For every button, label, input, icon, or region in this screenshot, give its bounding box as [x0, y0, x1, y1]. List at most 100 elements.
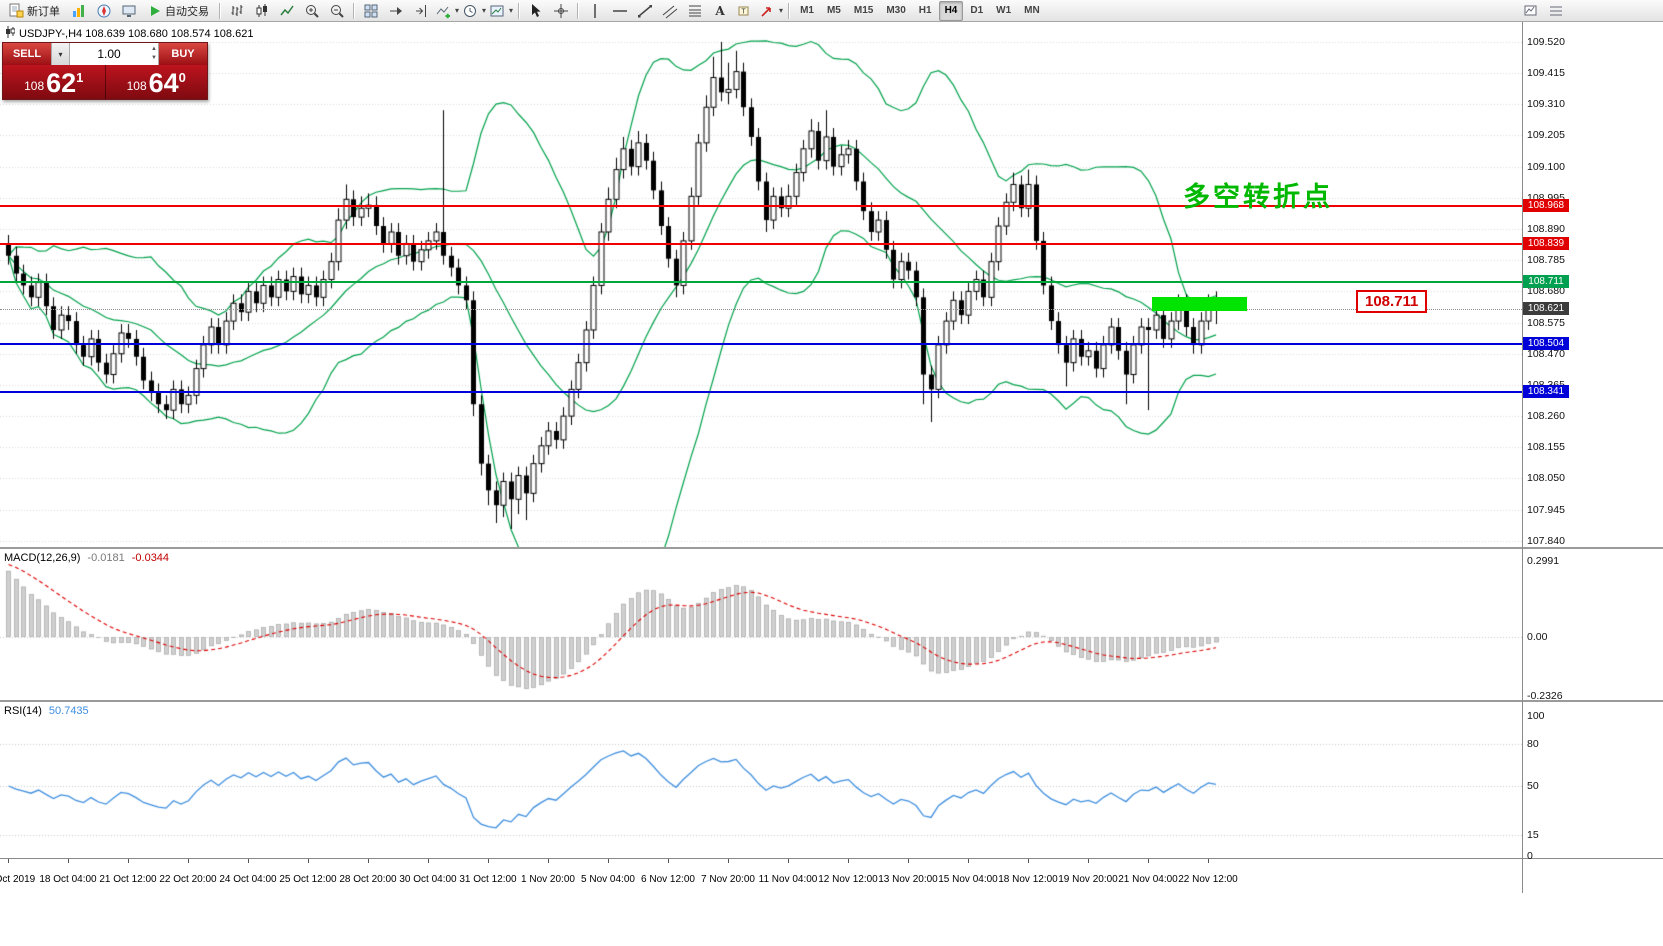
price-line-108-711[interactable]: [0, 281, 1522, 283]
macd-main-value: -0.0181: [87, 552, 125, 564]
sell-price-button[interactable]: 108 62 1: [3, 65, 106, 99]
price-chart-canvas[interactable]: [0, 22, 1522, 547]
timeframe-m5-button[interactable]: M5: [826, 5, 841, 16]
timeframe-d1-button[interactable]: D1: [970, 5, 984, 16]
time-tick: [968, 859, 969, 863]
candlestick-chart-icon[interactable]: [250, 0, 274, 22]
price-line-108-839[interactable]: [0, 243, 1522, 245]
periods-icon[interactable]: ▾: [461, 0, 487, 22]
price-axis-label: 109.310: [1527, 98, 1565, 110]
autotrading-button-label: 自动交易: [165, 5, 209, 18]
time-tick: [68, 859, 69, 863]
trade-prices-row: 108 62 1 108 64 0: [3, 65, 207, 99]
timeframe-m15-button[interactable]: M15: [853, 5, 874, 16]
volume-field: ▲ ▼: [70, 43, 159, 65]
label-icon[interactable]: T: [733, 0, 757, 22]
time-tick: [788, 859, 789, 863]
timeframe-m1-button[interactable]: M1: [800, 5, 814, 16]
bars-glyph: [229, 3, 245, 19]
rsi-canvas[interactable]: [0, 702, 1522, 858]
vertical-line-icon[interactable]: [583, 0, 607, 22]
toolbar-separator: [788, 2, 791, 19]
chart-list-icon[interactable]: [1544, 0, 1568, 22]
time-axis-label: 19 Nov 20:00: [1058, 874, 1118, 885]
trendline-icon[interactable]: [633, 0, 657, 22]
price-axis-label: 108.890: [1527, 223, 1565, 235]
symbol-ohlc-text: USDJPY-,H4 108.639 108.680 108.574 108.6…: [19, 27, 254, 40]
crosshair-icon[interactable]: [549, 0, 573, 22]
timeframe-h1-button[interactable]: H1: [918, 5, 932, 16]
rsi-label: RSI(14) 50.7435: [4, 705, 89, 717]
buy-price-button[interactable]: 108 64 0: [106, 65, 208, 99]
price-axis-label: 109.100: [1527, 161, 1565, 173]
text-icon[interactable]: A: [708, 0, 732, 22]
arrows-icon[interactable]: ▾: [758, 0, 784, 22]
chart-annotation-text[interactable]: 多空转折点: [1183, 182, 1333, 212]
indicators-icon[interactable]: ▾: [434, 0, 460, 22]
price-line-108-621[interactable]: [0, 309, 1522, 310]
volume-steppers: ▲ ▼: [151, 45, 157, 63]
macd-canvas[interactable]: [0, 549, 1522, 700]
navigator-icon[interactable]: [92, 0, 116, 22]
macd-axis-label: 0.00: [1527, 631, 1548, 643]
channel-glyph: [662, 3, 678, 19]
rsi-axis-label: 50: [1527, 780, 1539, 792]
rsi-panel: RSI(14) 50.7435 100 80 50 15 0: [0, 702, 1663, 862]
toolbar-separator: [353, 2, 355, 19]
horizontal-line-icon[interactable]: [608, 0, 632, 22]
new-chart-glyph: [1523, 3, 1539, 19]
timeframe-w1-button[interactable]: W1: [996, 5, 1012, 16]
timeframe-m30-button[interactable]: M30: [886, 5, 906, 16]
market-watch-glyph: [71, 3, 87, 19]
zoom-in-icon[interactable]: [300, 0, 324, 22]
time-axis-label: 11 Nov 04:00: [758, 874, 818, 885]
candles-glyph: [254, 3, 270, 19]
auto-scroll-icon[interactable]: [384, 0, 408, 22]
sell-button[interactable]: SELL: [3, 43, 51, 65]
highlight-rectangle[interactable]: [1152, 297, 1247, 311]
cursor-icon[interactable]: [524, 0, 548, 22]
price-axis-label: 108.050: [1527, 472, 1565, 484]
new-chart-icon[interactable]: [1519, 0, 1543, 22]
price-line-108-504[interactable]: [0, 343, 1522, 345]
price-axis-label: 107.840: [1527, 535, 1565, 547]
time-axis-label: 12 Nov 12:00: [818, 874, 878, 885]
templates-icon[interactable]: ▾: [488, 0, 514, 22]
price-axis-label: 108.260: [1527, 410, 1565, 422]
time-axis-label: 21 Nov 04:00: [1118, 874, 1178, 885]
timeframe-h4-button[interactable]: H4: [938, 0, 964, 21]
bar-chart-icon[interactable]: [225, 0, 249, 22]
price-callout[interactable]: 108.711: [1356, 290, 1428, 313]
trend-glyph: [637, 3, 653, 19]
chart-shift-icon[interactable]: [409, 0, 433, 22]
price-tag-108-968: 108.968: [1523, 199, 1569, 212]
channel-icon[interactable]: [658, 0, 682, 22]
macd-label: MACD(12,26,9) -0.0181 -0.0344: [4, 552, 169, 564]
time-tick: [548, 859, 549, 863]
autotrading-button[interactable]: 自动交易: [142, 0, 215, 22]
one-click-trading-widget: SELL ▾ ▲ ▼ BUY 108 62 1 108: [2, 42, 208, 100]
rsi-axis-label: 0: [1527, 850, 1533, 862]
volume-down-button[interactable]: ▼: [151, 55, 157, 61]
market-watch-icon[interactable]: [67, 0, 91, 22]
tile-windows-icon[interactable]: [359, 0, 383, 22]
macd-axis-label: 0.2991: [1527, 555, 1560, 567]
new-order-button[interactable]: 新订单: [2, 0, 66, 22]
volume-input[interactable]: [70, 43, 158, 65]
order-type-dropdown[interactable]: ▾: [51, 43, 70, 65]
autoscroll-glyph: [388, 3, 404, 19]
timeframe-mn-button[interactable]: MN: [1024, 5, 1040, 16]
fibonacci-icon[interactable]: [683, 0, 707, 22]
zoom-out-icon[interactable]: [325, 0, 349, 22]
volume-up-button[interactable]: ▲: [151, 46, 157, 52]
buy-button[interactable]: BUY: [159, 43, 207, 65]
terminal-icon[interactable]: [117, 0, 141, 22]
time-axis-label: 28 Oct 20:00: [339, 874, 397, 885]
price-axis-label: 108.785: [1527, 254, 1565, 266]
price-line-108-968[interactable]: [0, 205, 1522, 207]
svg-text:A: A: [714, 4, 725, 18]
price-line-108-341[interactable]: [0, 391, 1522, 393]
time-axis-label: 21 Oct 12:00: [99, 874, 157, 885]
line-chart-icon[interactable]: [275, 0, 299, 22]
